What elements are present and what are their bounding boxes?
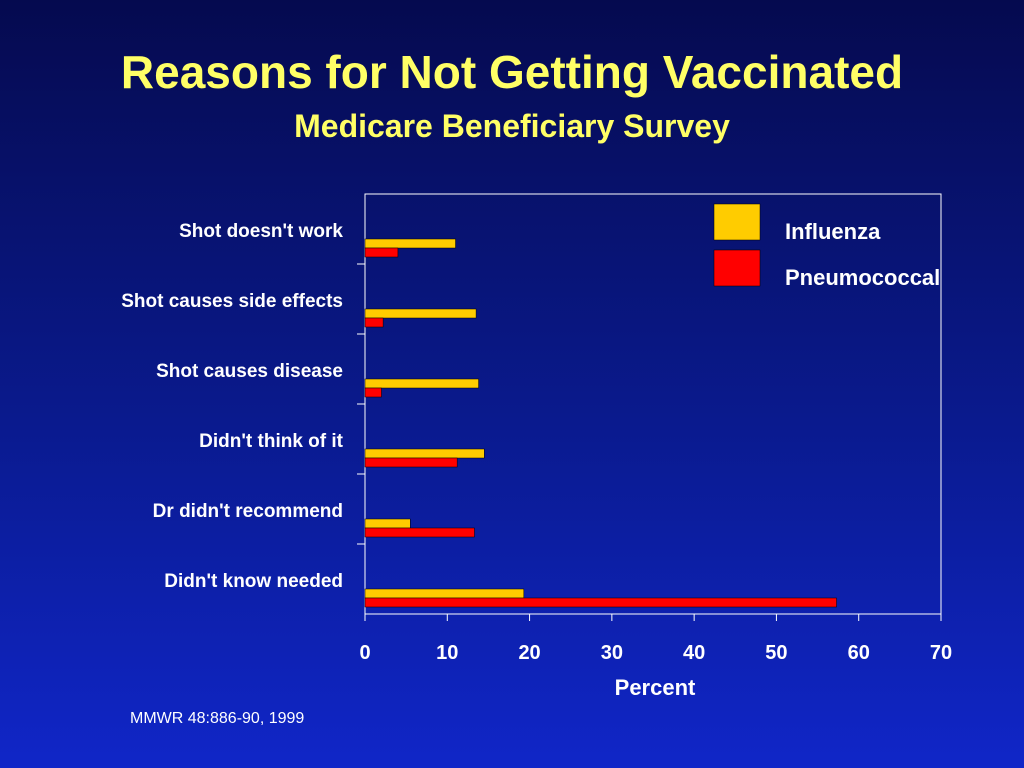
- legend-label-pneumococcal: Pneumococcal: [785, 265, 940, 290]
- category-label: Dr didn't recommend: [153, 501, 343, 522]
- x-tick-label: 60: [848, 642, 870, 664]
- x-tick-label: 20: [518, 642, 540, 664]
- legend-label-influenza: Influenza: [785, 219, 881, 244]
- x-tick-label: 0: [359, 642, 370, 664]
- bar-influenza-0: [364, 238, 456, 249]
- bar-pneumococcal-4: [364, 527, 475, 538]
- bar-pneumococcal-2: [364, 387, 382, 398]
- legend-swatch-influenza: [713, 203, 761, 241]
- bar-influenza-2: [364, 378, 479, 389]
- bar-pneumococcal-5: [364, 597, 837, 608]
- category-label: Shot causes disease: [156, 361, 343, 382]
- category-label: Shot doesn't work: [179, 221, 343, 242]
- slide-subtitle: Medicare Beneficiary Survey: [294, 108, 730, 144]
- x-tick-label: 50: [765, 642, 787, 664]
- plot-area-frame: [364, 193, 942, 615]
- x-tick-label: 70: [930, 642, 952, 664]
- bar-influenza-4: [364, 518, 411, 529]
- bar-pneumococcal-0: [364, 247, 399, 258]
- source-citation: MMWR 48:886-90, 1999: [130, 710, 305, 727]
- slide-title: Reasons for Not Getting Vaccinated: [120, 46, 904, 98]
- legend-swatch-pneumococcal: [713, 249, 761, 287]
- bar-pneumococcal-3: [364, 457, 458, 468]
- bar-influenza-5: [364, 588, 525, 599]
- bar-influenza-3: [364, 448, 485, 459]
- category-label: Didn't know needed: [164, 571, 343, 592]
- x-axis-title: Percent: [615, 675, 696, 700]
- x-tick-label: 10: [436, 642, 458, 664]
- x-tick-label: 40: [683, 642, 705, 664]
- bar-influenza-1: [364, 308, 477, 319]
- category-label: Shot causes side effects: [121, 291, 343, 312]
- bar-pneumococcal-1: [364, 317, 384, 328]
- x-tick-label: 30: [601, 642, 623, 664]
- category-label: Didn't think of it: [199, 431, 343, 452]
